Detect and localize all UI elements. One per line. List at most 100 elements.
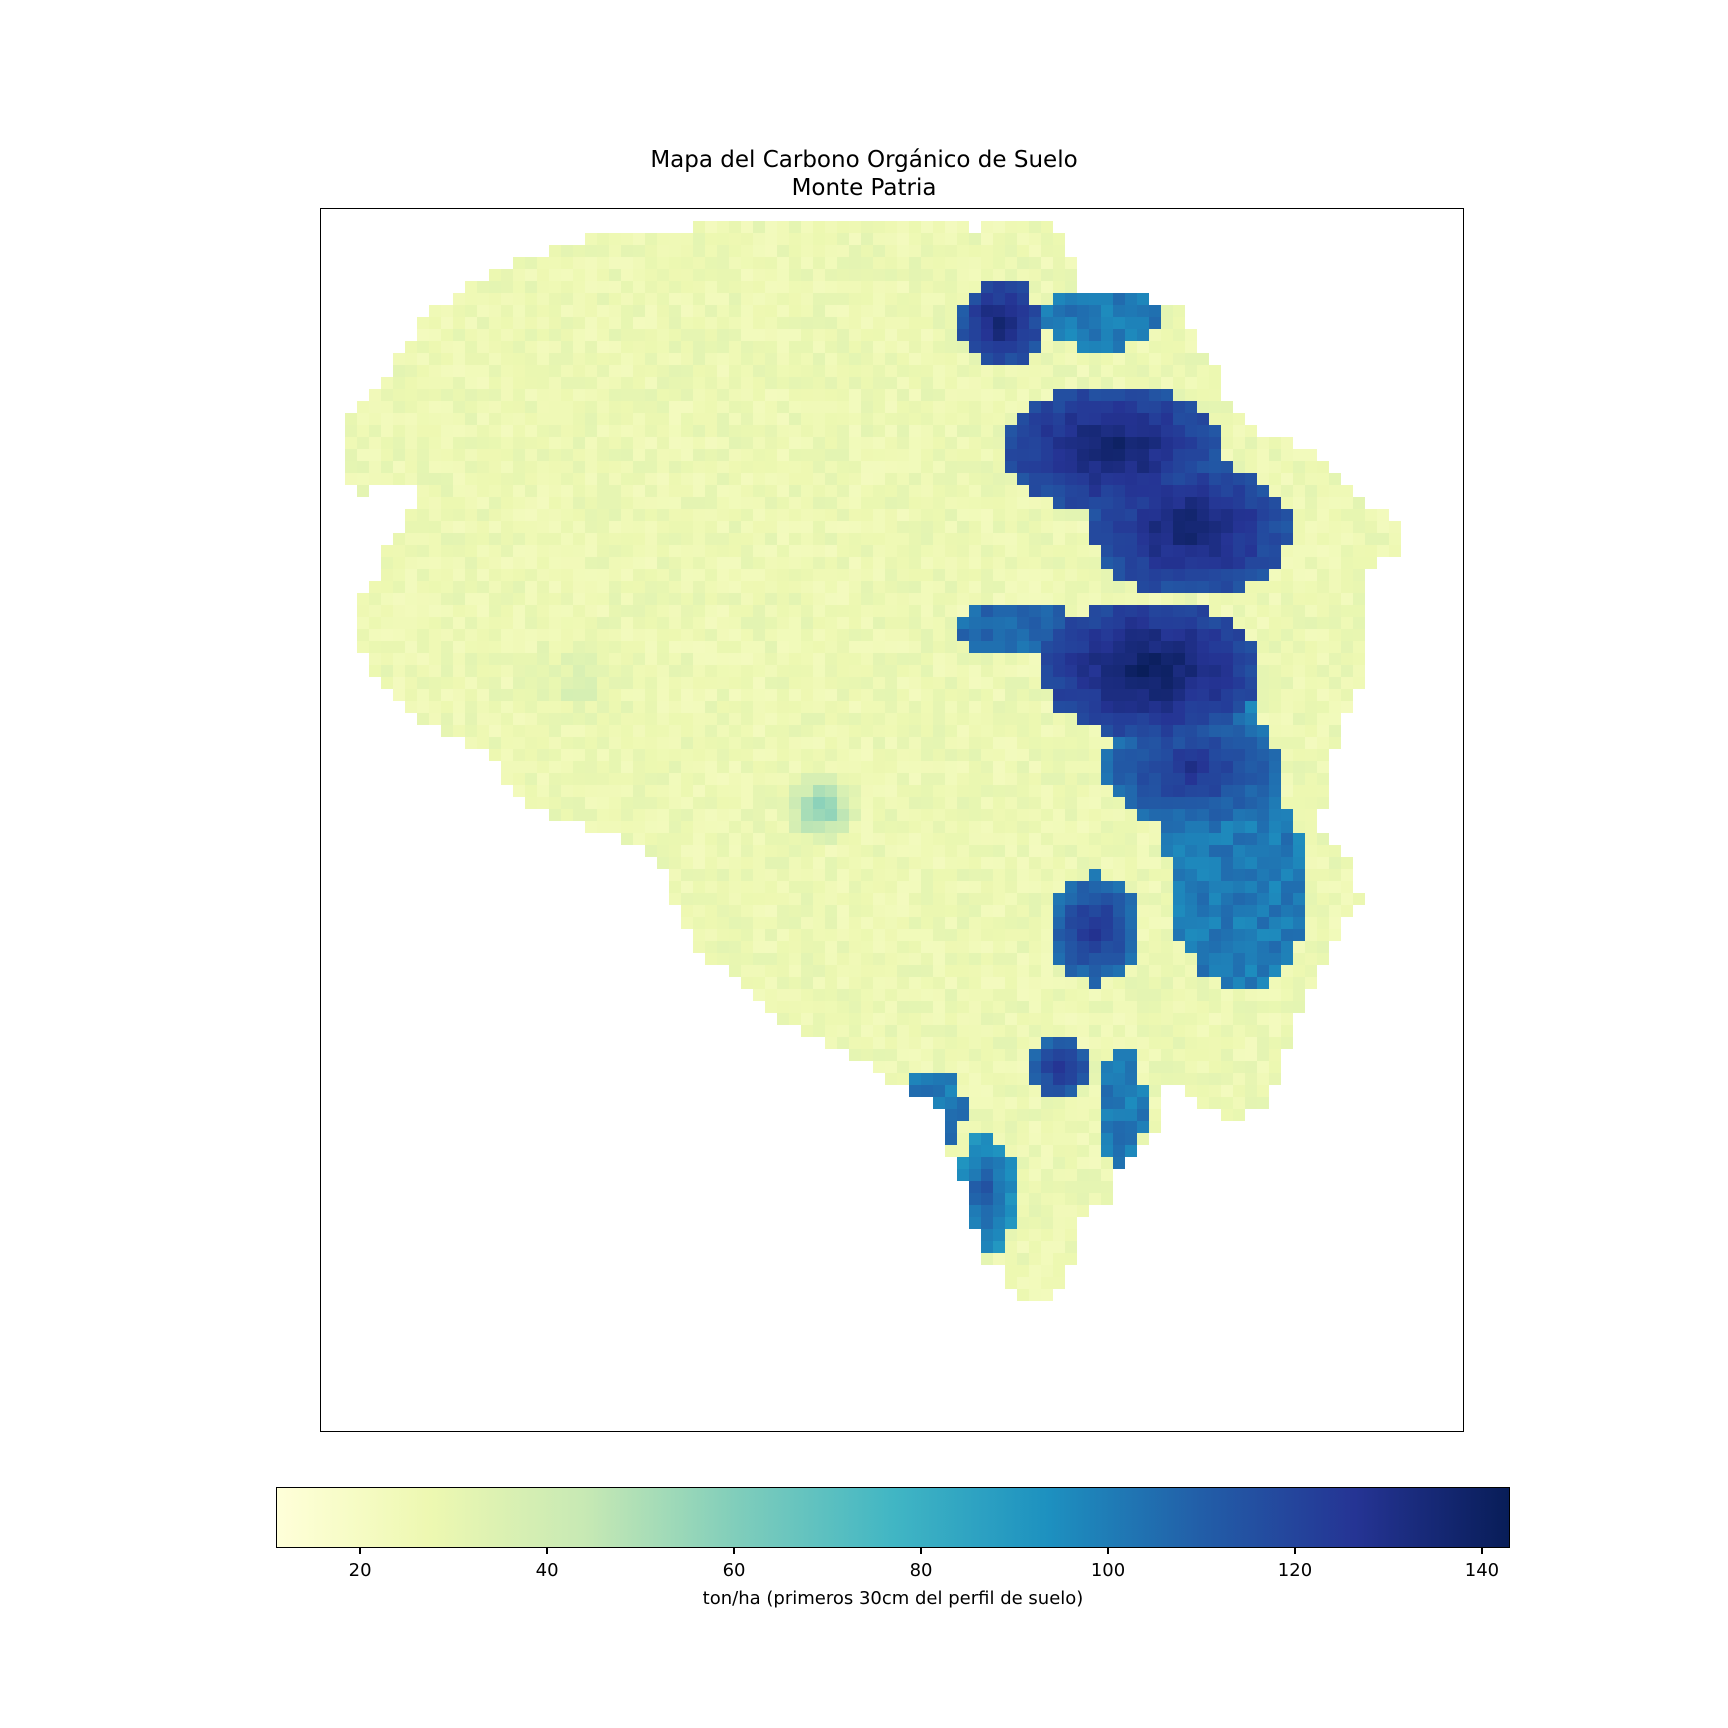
raster-cell: [1017, 545, 1029, 557]
raster-cell: [1053, 1277, 1065, 1289]
raster-cell: [825, 281, 837, 293]
raster-cell: [405, 437, 417, 449]
raster-cell: [1065, 569, 1077, 581]
raster-cell: [1077, 809, 1089, 821]
raster-cell: [837, 785, 849, 797]
raster-cell: [669, 521, 681, 533]
raster-cell: [1041, 617, 1053, 629]
raster-cell: [1233, 749, 1245, 761]
raster-cell: [1149, 377, 1161, 389]
raster-cell: [945, 401, 957, 413]
raster-cell: [513, 377, 525, 389]
raster-cell: [525, 449, 537, 461]
raster-cell: [525, 341, 537, 353]
raster-cell: [525, 725, 537, 737]
raster-cell: [993, 341, 1005, 353]
raster-cell: [909, 269, 921, 281]
raster-cell: [633, 281, 645, 293]
raster-cell: [945, 953, 957, 965]
raster-cell: [1053, 485, 1065, 497]
raster-cell: [1053, 1241, 1065, 1253]
raster-cell: [873, 761, 885, 773]
raster-cell: [537, 629, 549, 641]
raster-cell: [1173, 557, 1185, 569]
raster-cell: [405, 581, 417, 593]
raster-cell: [681, 341, 693, 353]
raster-cell: [1005, 1145, 1017, 1157]
raster-cell: [1269, 1001, 1281, 1013]
raster-cell: [981, 845, 993, 857]
raster-cell: [873, 281, 885, 293]
raster-cell: [477, 629, 489, 641]
raster-cell: [957, 941, 969, 953]
raster-cell: [1161, 953, 1173, 965]
raster-cell: [1053, 881, 1065, 893]
raster-cell: [1269, 893, 1281, 905]
raster-cell: [729, 461, 741, 473]
raster-cell: [645, 269, 657, 281]
raster-cell: [621, 257, 633, 269]
raster-cell: [597, 749, 609, 761]
raster-cell: [909, 533, 921, 545]
raster-cell: [585, 281, 597, 293]
raster-cell: [1161, 485, 1173, 497]
raster-cell: [561, 365, 573, 377]
raster-cell: [513, 281, 525, 293]
raster-cell: [1029, 317, 1041, 329]
raster-cell: [429, 401, 441, 413]
raster-cell: [1077, 557, 1089, 569]
raster-cell: [357, 485, 369, 497]
raster-cell: [1221, 821, 1233, 833]
raster-cell: [1233, 677, 1245, 689]
raster-cell: [717, 545, 729, 557]
raster-cell: [861, 293, 873, 305]
raster-cell: [501, 425, 513, 437]
raster-cell: [753, 413, 765, 425]
raster-cell: [753, 689, 765, 701]
raster-cell: [1017, 857, 1029, 869]
raster-cell: [561, 281, 573, 293]
raster-cell: [381, 653, 393, 665]
raster-cell: [1065, 401, 1077, 413]
raster-cell: [993, 521, 1005, 533]
raster-cell: [1053, 1193, 1065, 1205]
raster-cell: [1173, 809, 1185, 821]
raster-cell: [1089, 473, 1101, 485]
raster-cell: [897, 389, 909, 401]
raster-cell: [1221, 485, 1233, 497]
raster-cell: [1089, 905, 1101, 917]
raster-cell: [897, 677, 909, 689]
raster-cell: [1065, 593, 1077, 605]
raster-cell: [873, 641, 885, 653]
raster-cell: [813, 329, 825, 341]
raster-cell: [957, 677, 969, 689]
raster-cell: [669, 893, 681, 905]
raster-cell: [789, 221, 801, 233]
raster-cell: [933, 953, 945, 965]
raster-cell: [813, 281, 825, 293]
raster-cell: [693, 365, 705, 377]
raster-cell: [1017, 569, 1029, 581]
raster-cell: [861, 893, 873, 905]
raster-cell: [1245, 893, 1257, 905]
raster-cell: [501, 677, 513, 689]
raster-cell: [969, 773, 981, 785]
raster-cell: [1041, 773, 1053, 785]
raster-cell: [837, 941, 849, 953]
raster-cell: [957, 977, 969, 989]
raster-cell: [897, 1061, 909, 1073]
raster-cell: [1029, 917, 1041, 929]
raster-cell: [669, 797, 681, 809]
raster-cell: [1293, 473, 1305, 485]
raster-cell: [849, 689, 861, 701]
raster-cell: [885, 521, 897, 533]
map-title: Mapa del Carbono Orgánico de Suelo: [650, 147, 1078, 173]
raster-cell: [453, 497, 465, 509]
raster-cell: [945, 437, 957, 449]
raster-cell: [1053, 1025, 1065, 1037]
raster-cell: [1137, 605, 1149, 617]
raster-cell: [1233, 785, 1245, 797]
raster-cell: [1221, 509, 1233, 521]
raster-cell: [1161, 821, 1173, 833]
raster-cell: [909, 929, 921, 941]
